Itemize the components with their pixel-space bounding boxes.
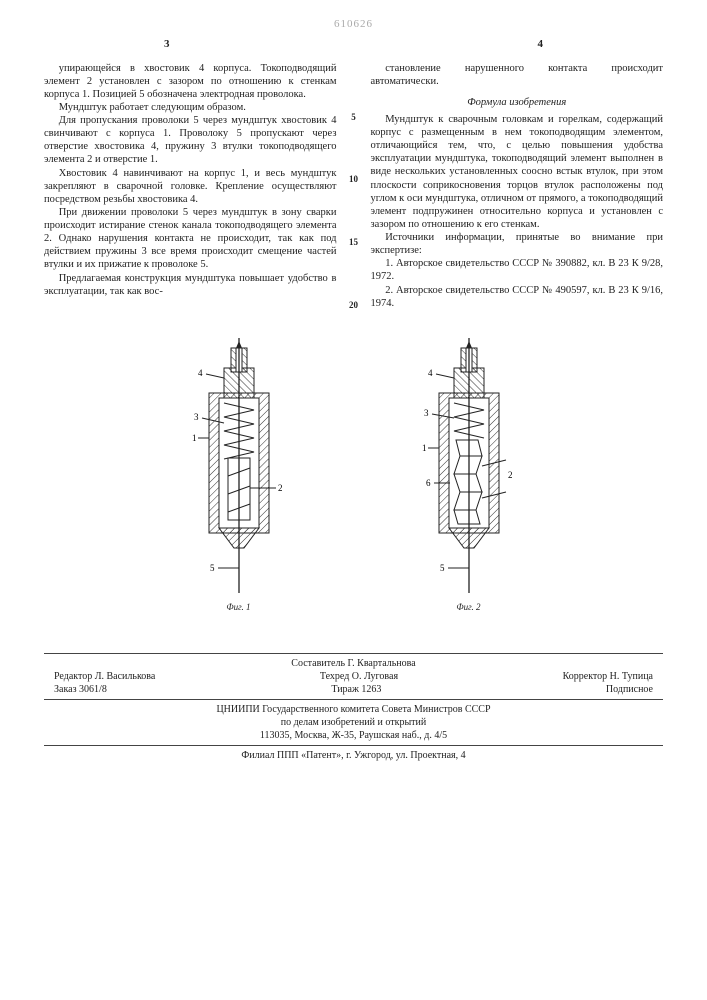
footer-org1: ЦНИИПИ Государственного комитета Совета … [44,703,663,716]
fig1-label-4: 4 [198,368,203,378]
figure-2-wrap: 1 2 3 4 5 6 Фиг. 2 [414,338,524,613]
line-number: 15 [342,237,366,248]
fig2-label-1: 1 [422,443,427,453]
footer-addr1: 113035, Москва, Ж-35, Раушская наб., д. … [44,729,663,742]
patent-number-faded: 610626 [44,18,663,32]
footer-addr2: Филиал ППП «Патент», г. Ужгород, ул. Про… [44,749,663,762]
fig2-label-5: 5 [440,563,445,573]
figure-1-caption: Фиг. 1 [184,602,294,613]
figure-1-wrap: 1 2 3 4 5 Фиг. 1 [184,338,294,613]
right-column: становление нарушенного контакта происхо… [371,62,664,310]
fig1-label-2: 2 [278,483,283,493]
footer-rule-3 [44,745,663,746]
figure-2-svg: 1 2 3 4 5 6 [414,338,524,598]
footer-org2: по делам изобретений и открытий [44,716,663,729]
left-p3: Для пропускания проволоки 5 через мундшт… [44,114,337,167]
text-body-wrap: 5 10 15 20 упирающейся в хвостовик 4 кор… [44,62,663,310]
figures-row: 1 2 3 4 5 Фиг. 1 [44,338,663,613]
right-p5: 2. Авторское свидетельство СССР № 490597… [371,284,664,310]
figure-1-svg: 1 2 3 4 5 [184,338,294,598]
left-p4: Хвостовик 4 навинчивают на корпус 1, и в… [44,167,337,206]
footer-branch: Филиал ППП «Патент», г. Ужгород, ул. Про… [44,749,663,762]
fig2-label-2: 2 [508,470,513,480]
fig2-label-3: 3 [424,408,429,418]
right-p4: 1. Авторское свидетельство СССР № 390882… [371,257,664,283]
text-columns: упирающейся в хвостовик 4 корпуса. Токоп… [44,62,663,310]
right-p1: становление нарушенного контакта происхо… [371,62,664,88]
right-p3: Источники информации, принятые во вниман… [371,231,664,257]
fig1-label-1: 1 [192,433,197,443]
footer-credits: Составитель Г. Квартальнова Редактор Л. … [44,657,663,696]
fig1-label-3: 3 [194,412,199,422]
col-page-right: 4 [538,38,544,52]
footer-corrector: Корректор Н. Тупица [563,670,653,683]
footer-row-1: Редактор Л. Василькова Техред О. Луговая… [44,670,663,683]
formula-heading: Формула изобретения [371,96,664,109]
left-p2: Мундштук работает следующим образом. [44,101,337,114]
col-page-left: 3 [164,38,170,52]
line-number: 5 [342,112,366,123]
figure-2-caption: Фиг. 2 [414,602,524,613]
line-number: 10 [342,174,366,185]
left-column: упирающейся в хвостовик 4 корпуса. Токоп… [44,62,337,310]
footer-tech: Техред О. Луговая [320,670,398,683]
line-number: 20 [342,300,366,311]
left-p1: упирающейся в хвостовик 4 корпуса. Токоп… [44,62,337,101]
fig2-label-6: 6 [426,478,431,488]
column-page-numbers: 3 4 [44,38,663,52]
fig1-label-5: 5 [210,563,215,573]
footer-rule-2 [44,699,663,700]
left-p5: При движении проволоки 5 через мундштук … [44,206,337,272]
right-p2: Мундштук к сварочным головкам и горелкам… [371,113,664,231]
footer-row-2: Заказ 3061/8 Тираж 1263 Подписное [44,683,663,696]
footer-order: Заказ 3061/8 [54,683,107,696]
footer-tirage: Тираж 1263 [331,683,381,696]
footer-rule-1 [44,653,663,654]
footer-editor: Редактор Л. Василькова [54,670,155,683]
fig2-label-4: 4 [428,368,433,378]
footer-org: ЦНИИПИ Государственного комитета Совета … [44,703,663,742]
footer-compiler: Составитель Г. Квартальнова [44,657,663,670]
left-p6: Предлагаемая конструкция мундштука повыш… [44,272,337,298]
footer-subscribe: Подписное [606,683,653,696]
